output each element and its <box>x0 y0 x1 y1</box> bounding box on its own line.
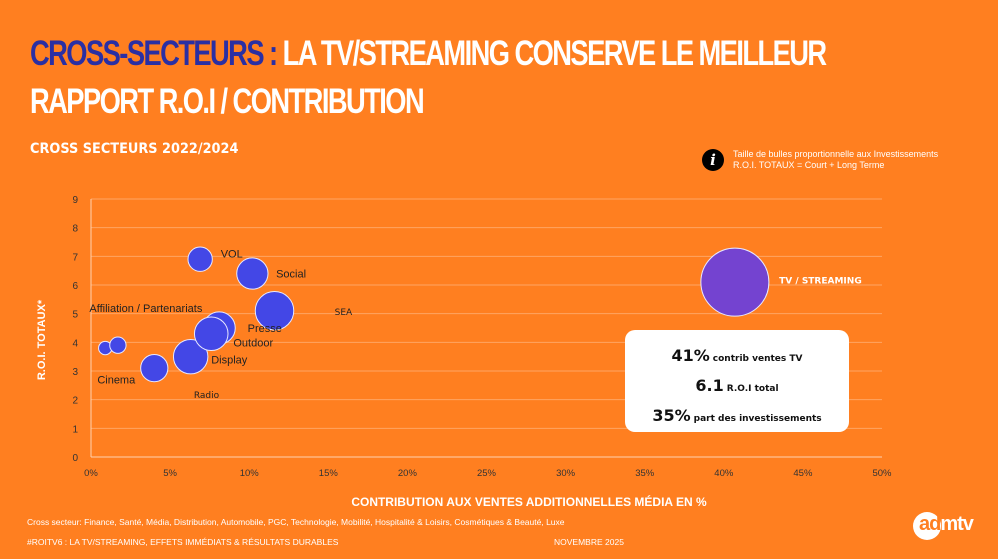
y-tick-label: 6 <box>72 281 78 292</box>
x-tick-label: 40% <box>714 468 734 479</box>
bubble-vol <box>187 246 213 272</box>
data-label: SEA <box>335 308 353 318</box>
y-tick-label: 9 <box>72 195 78 206</box>
y-tick-label: 0 <box>72 453 78 464</box>
page-title-line2: RAPPORT R.O.I / CONTRIBUTION <box>30 82 425 121</box>
x-tick-label: 15% <box>319 468 339 479</box>
logo-circle <box>913 512 941 540</box>
x-tick-label: 25% <box>477 468 497 479</box>
bubble-outdoor <box>193 316 229 352</box>
data-label: Outdoor <box>233 337 273 349</box>
bubble-sea <box>254 291 295 331</box>
data-label: Presse <box>248 323 282 335</box>
x-tick-label: 0% <box>84 468 98 479</box>
data-label: Affiliation / Partenariats <box>89 303 202 315</box>
data-label: Radio <box>194 391 220 401</box>
x-tick-label: 50% <box>872 468 892 479</box>
x-tick-label: 20% <box>398 468 418 479</box>
callout-roi-value: 6.1 <box>695 376 724 395</box>
x-tick-label: 45% <box>793 468 813 479</box>
x-tick-label: 30% <box>556 468 576 479</box>
y-tick-label: 2 <box>72 396 78 407</box>
info-line-1: Taille de bulles proportionnelle aux Inv… <box>733 149 939 159</box>
y-tick-label: 7 <box>72 252 78 263</box>
x-tick-label: 35% <box>635 468 655 479</box>
admtv-logo: admtv <box>913 510 989 540</box>
title-highlight: CROSS-SECTEURS : <box>30 34 278 73</box>
callout-contrib-value: 41% <box>671 346 710 365</box>
callout-roi-label: R.O.I total <box>726 384 779 394</box>
bubble-small-b <box>109 336 127 354</box>
logo-text: admtv <box>919 513 974 535</box>
bubble-social <box>236 257 269 290</box>
bubble-cinema <box>140 354 169 383</box>
data-label: VOL <box>221 248 243 260</box>
y-tick-label: 1 <box>72 424 78 435</box>
info-note: Taille de bulles proportionnelle aux Inv… <box>733 149 938 171</box>
data-label: Social <box>276 269 306 281</box>
x-tick-label: 10% <box>240 468 260 479</box>
data-label: TV / STREAMING <box>779 276 862 286</box>
footer-sectors: Cross secteur: Finance, Santé, Média, Di… <box>27 517 565 527</box>
callout-contrib: 41% contrib ventes TV <box>625 346 849 366</box>
callout-roi: 6.1 R.O.I total <box>625 376 849 396</box>
bubble-tv-streaming <box>700 247 770 317</box>
title-rest: LA TV/STREAMING CONSERVE LE MEILLEUR <box>282 34 828 73</box>
y-tick-label: 5 <box>72 310 78 321</box>
y-tick-label: 4 <box>72 338 78 349</box>
data-label: Cinema <box>97 375 136 387</box>
y-axis-title: R.O.I. TOTAUX* <box>36 299 48 381</box>
y-tick-label: 8 <box>72 224 78 235</box>
data-label: Display <box>211 355 248 367</box>
info-line-2: R.O.I. TOTAUX = Court + Long Terme <box>733 160 885 170</box>
footer-campaign: #ROITV6 : LA TV/STREAMING, EFFETS IMMÉDI… <box>27 537 339 547</box>
footer-date: NOVEMBRE 2025 <box>554 537 624 547</box>
callout-invest-label: part des investissements <box>693 414 822 424</box>
callout-invest: 35% part des investissements <box>625 406 849 426</box>
info-icon: i <box>702 149 724 171</box>
callout-invest-value: 35% <box>652 406 691 425</box>
y-tick-label: 3 <box>72 367 78 378</box>
tv-callout-box: 41% contrib ventes TV 6.1 R.O.I total 35% p… <box>625 330 849 432</box>
chart-subtitle: CROSS SECTEURS 2022/2024 <box>30 141 239 157</box>
page-title-line1: CROSS-SECTEURS : LA TV/STREAMING CONSERV… <box>30 34 828 74</box>
bubble-display <box>172 338 209 375</box>
callout-contrib-label: contrib ventes TV <box>712 354 803 364</box>
x-axis-title: CONTRIBUTION AUX VENTES ADDITIONNELLES M… <box>351 495 707 509</box>
x-tick-label: 5% <box>163 468 177 479</box>
